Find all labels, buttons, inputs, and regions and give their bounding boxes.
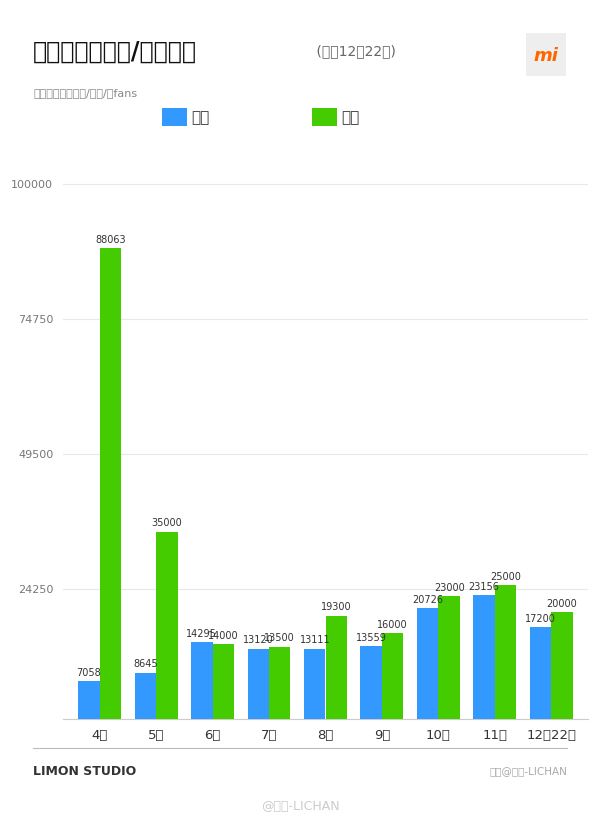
Text: 88063: 88063 — [95, 234, 126, 244]
Bar — [361, 647, 382, 719]
Bar — [212, 644, 234, 719]
Text: 制表@大罗-LICHAN: 制表@大罗-LICHAN — [489, 766, 567, 776]
Bar — [191, 642, 212, 719]
Text: 23156: 23156 — [469, 582, 500, 592]
Bar — [100, 248, 121, 719]
Bar — [495, 585, 517, 719]
Text: 20726: 20726 — [412, 595, 443, 605]
Text: 销量: 销量 — [191, 110, 209, 125]
Bar — [325, 616, 347, 719]
Text: 35000: 35000 — [151, 519, 182, 529]
Text: 13500: 13500 — [265, 633, 295, 643]
Text: 13111: 13111 — [299, 636, 330, 646]
Text: 数据来源：懂车帝/周榜/车fans: 数据来源：懂车帝/周榜/车fans — [33, 88, 137, 98]
Bar — [473, 595, 495, 719]
Text: 14000: 14000 — [208, 631, 239, 641]
Text: mi: mi — [533, 47, 559, 65]
Text: 19300: 19300 — [321, 602, 352, 612]
Text: 14295: 14295 — [187, 629, 217, 639]
Text: 小米汽车月销量/锁单对比: 小米汽车月销量/锁单对比 — [33, 40, 197, 63]
Text: 16000: 16000 — [377, 620, 408, 630]
Text: 8645: 8645 — [133, 659, 158, 670]
Text: 锁单: 锁单 — [341, 110, 359, 125]
Bar — [439, 596, 460, 719]
Text: 17200: 17200 — [525, 613, 556, 623]
Text: LIMON STUDIO: LIMON STUDIO — [33, 765, 136, 778]
Bar — [382, 633, 403, 719]
Text: @大罗-LICHAN: @大罗-LICHAN — [260, 799, 340, 813]
Text: 13559: 13559 — [356, 633, 386, 643]
Bar — [248, 649, 269, 719]
Bar — [530, 627, 551, 719]
Text: 20000: 20000 — [547, 598, 577, 608]
Bar — [134, 672, 156, 719]
Text: 7058: 7058 — [77, 668, 101, 678]
Bar — [417, 608, 439, 719]
Bar — [304, 649, 325, 719]
Text: 23000: 23000 — [434, 583, 464, 593]
Bar — [269, 647, 290, 719]
FancyBboxPatch shape — [521, 28, 571, 81]
Text: (截止12月22日): (截止12月22日) — [312, 45, 396, 58]
Bar — [551, 612, 573, 719]
Text: 13120: 13120 — [243, 636, 274, 646]
Bar — [78, 681, 100, 719]
Text: 25000: 25000 — [490, 572, 521, 582]
Bar — [156, 532, 178, 719]
